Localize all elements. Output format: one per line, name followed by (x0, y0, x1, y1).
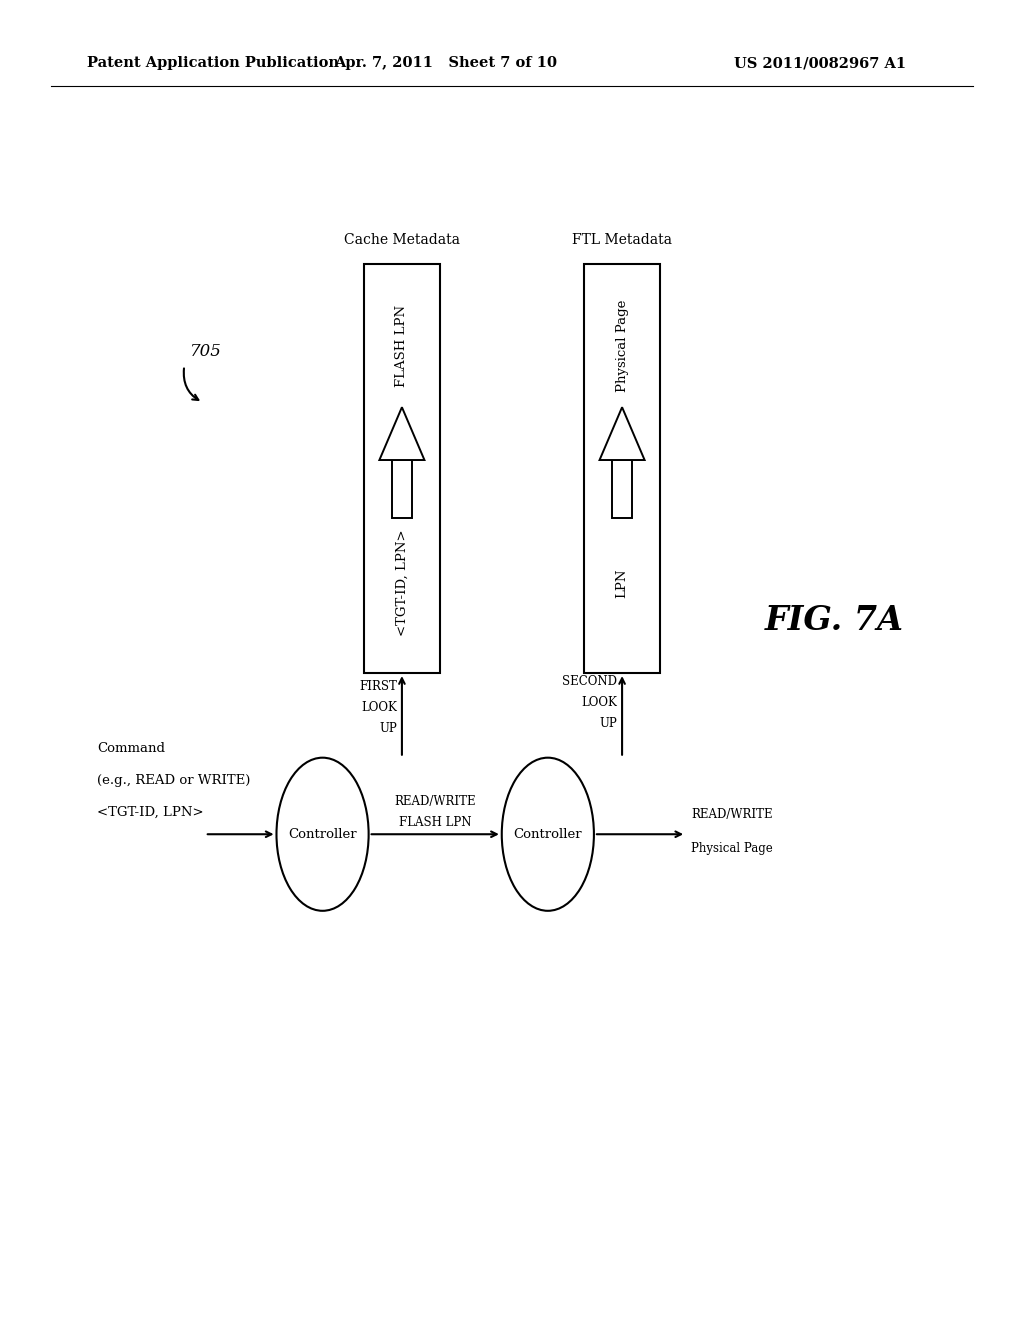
Text: FIRST: FIRST (359, 680, 396, 693)
Text: UP: UP (599, 717, 616, 730)
Text: FIG. 7A: FIG. 7A (765, 605, 904, 636)
Text: SECOND: SECOND (562, 675, 616, 688)
Text: <TGT-ID, LPN>: <TGT-ID, LPN> (97, 805, 204, 818)
Text: (e.g., READ or WRITE): (e.g., READ or WRITE) (97, 774, 251, 787)
Text: Physical Page: Physical Page (691, 842, 773, 855)
Text: FTL Metadata: FTL Metadata (572, 232, 672, 247)
Text: FLASH LPN: FLASH LPN (395, 305, 409, 387)
Text: LOOK: LOOK (581, 696, 616, 709)
Text: Apr. 7, 2011   Sheet 7 of 10: Apr. 7, 2011 Sheet 7 of 10 (334, 57, 557, 70)
Text: Command: Command (97, 742, 165, 755)
Text: <TGT-ID, LPN>: <TGT-ID, LPN> (395, 529, 409, 636)
Polygon shape (391, 461, 412, 517)
Text: Physical Page: Physical Page (615, 300, 629, 392)
Text: READ/WRITE: READ/WRITE (691, 808, 773, 821)
Text: LOOK: LOOK (360, 701, 396, 714)
Text: Cache Metadata: Cache Metadata (344, 232, 460, 247)
Polygon shape (611, 461, 632, 517)
Bar (584, 264, 660, 673)
Text: Patent Application Publication: Patent Application Publication (87, 57, 339, 70)
Polygon shape (379, 407, 424, 461)
Text: LPN: LPN (615, 569, 629, 598)
Text: Controller: Controller (288, 828, 357, 841)
Ellipse shape (502, 758, 594, 911)
Text: US 2011/0082967 A1: US 2011/0082967 A1 (734, 57, 906, 70)
Text: UP: UP (379, 722, 396, 735)
Text: Controller: Controller (513, 828, 583, 841)
Polygon shape (599, 407, 645, 461)
Text: FLASH LPN: FLASH LPN (399, 816, 471, 829)
Ellipse shape (276, 758, 369, 911)
Bar (364, 264, 440, 673)
Text: READ/WRITE: READ/WRITE (394, 795, 476, 808)
Text: 705: 705 (190, 343, 222, 359)
